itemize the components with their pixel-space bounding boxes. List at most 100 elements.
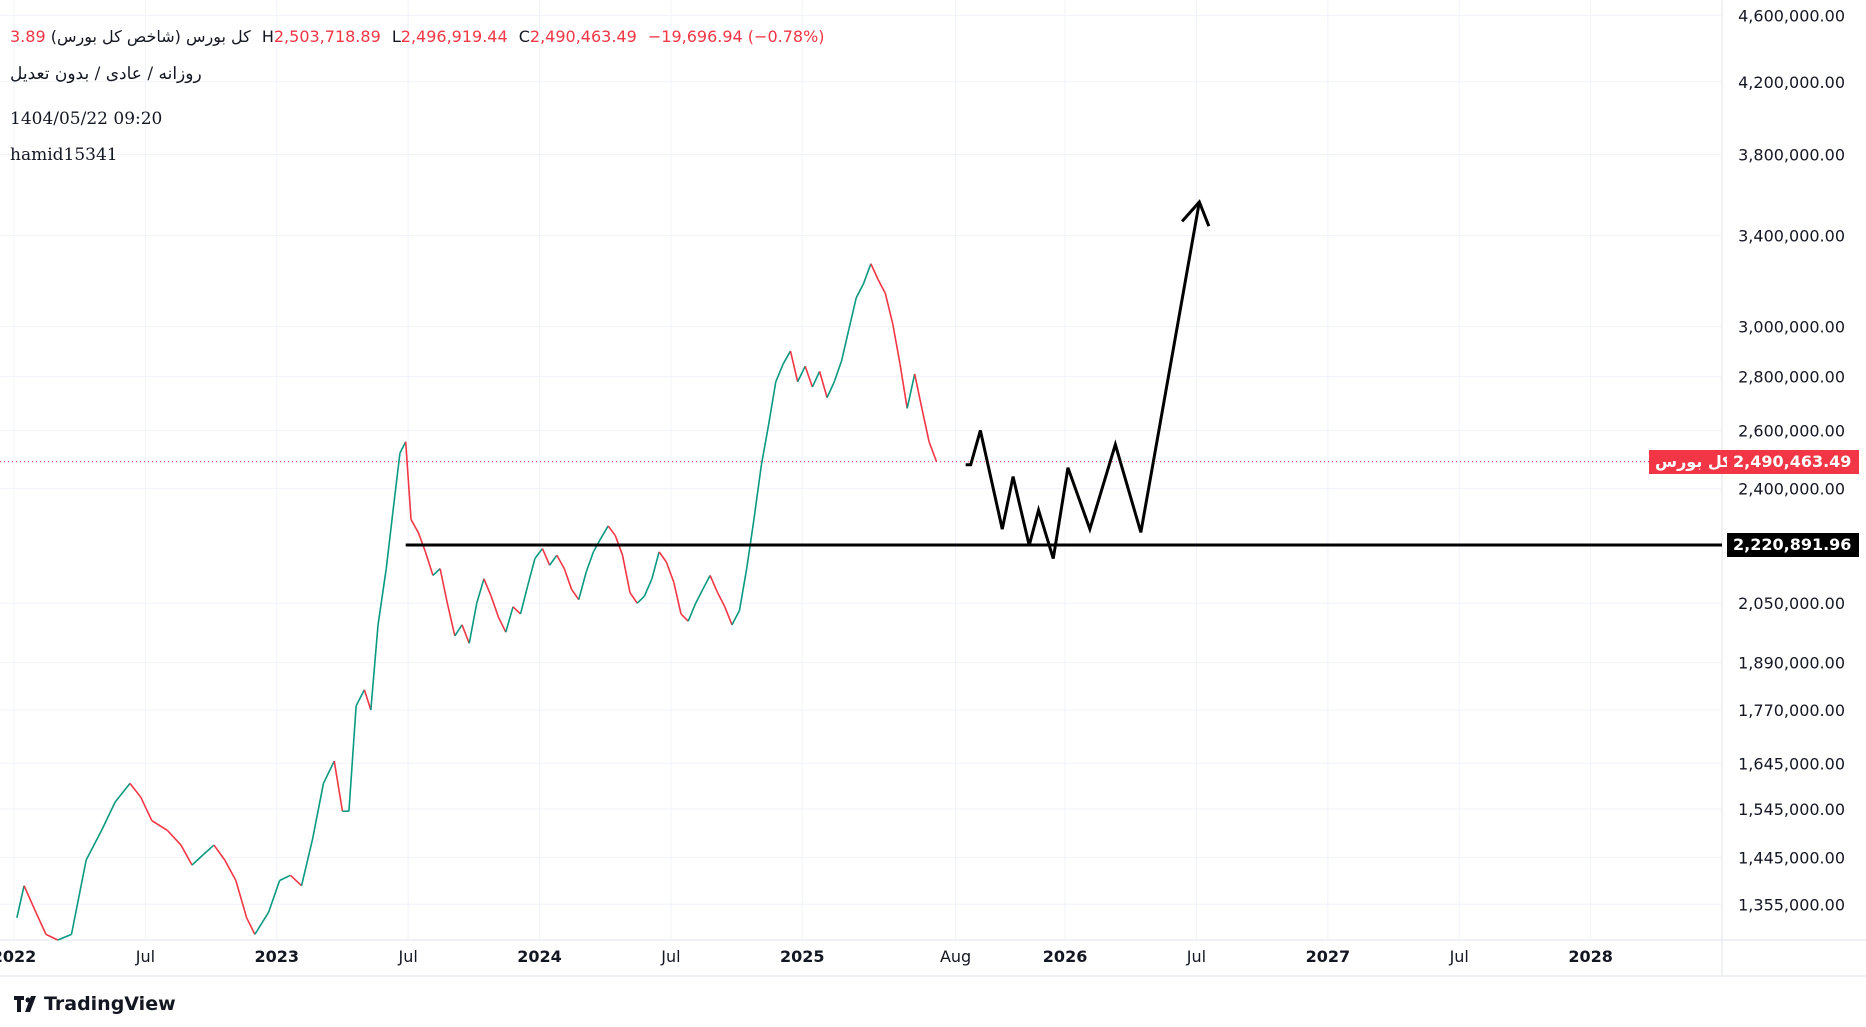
price-segment (534, 548, 544, 560)
price-segment (497, 617, 507, 633)
y-tick-label: 1,890,000.00 (1738, 653, 1845, 672)
symbol-title: کل بورس (شاخص کل بورس) (50, 27, 251, 46)
price-segment (70, 859, 87, 935)
y-tick-label: 1,355,000.00 (1738, 895, 1845, 914)
price-segment (213, 844, 226, 861)
projection-zigzag (965, 201, 1201, 559)
y-tick-label: 4,600,000.00 (1738, 7, 1845, 26)
high-value: 2,503,718.89 (273, 27, 381, 46)
price-segment (548, 554, 558, 566)
x-tick-label: 2028 (1568, 947, 1613, 966)
y-tick-label: 1,545,000.00 (1738, 800, 1845, 819)
price-segment (355, 689, 366, 707)
logo-text: TradingView (44, 993, 176, 1015)
price-segment (665, 561, 675, 583)
time-axis[interactable]: 2022 Jul 2023 Jul 2024 Jul 2025 Aug 2026 Jul 2027 J… (0, 947, 1613, 966)
price-segment (921, 408, 930, 442)
price-segment (439, 568, 449, 604)
tradingview-logo[interactable]: TradingView (14, 993, 176, 1015)
author-label: hamid15341 (10, 145, 118, 165)
price-segment (694, 588, 704, 604)
price-segment (461, 624, 470, 644)
price-segment (85, 829, 103, 861)
x-tick-label: Aug (940, 947, 971, 966)
price-segment (483, 578, 492, 597)
price-segment (140, 796, 153, 822)
price-segment (862, 263, 872, 285)
price-segment (607, 525, 616, 537)
price-segment (906, 373, 916, 409)
projection-path (965, 199, 1211, 559)
price-segment (166, 829, 182, 846)
x-tick-label: 2024 (517, 947, 562, 966)
price-segment (782, 350, 792, 365)
y-tick-label: 2,050,000.00 (1738, 594, 1845, 613)
price-segment (855, 283, 865, 299)
price-segment (738, 568, 748, 611)
price-segment (348, 705, 357, 812)
y-tick-label: 3,400,000.00 (1738, 226, 1845, 245)
price-segment (570, 588, 580, 601)
y-tick-label: 2,600,000.00 (1738, 421, 1845, 440)
price-segment (811, 371, 821, 388)
price-segment (826, 381, 836, 398)
price-segment (235, 880, 248, 919)
price-segment (391, 453, 401, 514)
x-tick-label: Jul (397, 947, 417, 966)
price-segment (505, 606, 514, 633)
x-tick-label: Jul (1449, 947, 1469, 966)
price-segment (775, 363, 785, 383)
price-segment (716, 592, 726, 608)
price-segment (884, 293, 894, 325)
price-segment (385, 513, 394, 569)
tradingview-icon (14, 996, 36, 1012)
price-series (0, 263, 1722, 941)
x-tick-label: 2022 (0, 947, 36, 966)
price-segment (673, 582, 682, 615)
price-segment (877, 279, 886, 294)
price-axis[interactable]: 4,600,000.00 4,200,000.00 3,800,000.00 3,40… (1738, 7, 1845, 915)
x-tick-label: 2026 (1043, 947, 1088, 966)
price-segment (114, 782, 131, 803)
price-name-tag[interactable]: کل بورس (1649, 449, 1738, 474)
y-tick-label: 1,445,000.00 (1738, 849, 1845, 868)
price-segment (363, 689, 372, 711)
price-segment (796, 365, 806, 383)
price-segment (519, 585, 529, 615)
price-segment (432, 568, 441, 576)
price-segment (636, 595, 645, 604)
price-segment (180, 844, 193, 866)
x-tick-label: 2025 (780, 947, 825, 966)
price-segment (16, 885, 25, 918)
level-value-tag[interactable]: 2,220,891.96 (1727, 533, 1859, 558)
price-segment (928, 441, 938, 463)
y-tick-label: 2,400,000.00 (1738, 480, 1845, 499)
x-tick-label: 2027 (1306, 947, 1351, 966)
price-segment (840, 328, 850, 362)
price-segment (35, 912, 47, 935)
price-segment (563, 568, 573, 590)
price-segment (267, 880, 281, 913)
ohlc-readout: کل بورس (شاخص کل بورس) 3.89 H2,503,718.8… (10, 27, 825, 46)
price-segment (658, 551, 667, 563)
price-segment (224, 859, 237, 881)
y-tick-label: 2,800,000.00 (1738, 368, 1845, 387)
price-segment (399, 441, 407, 454)
price-segment (753, 464, 763, 520)
price-segment (709, 575, 719, 593)
price-segment (702, 575, 711, 590)
price-segment (891, 323, 901, 364)
low-value: 2,496,919.44 (400, 27, 508, 46)
price-segment (899, 363, 908, 409)
price-segment (322, 760, 335, 784)
x-tick-label: Jul (135, 947, 155, 966)
price-segment (311, 783, 325, 841)
price-value-tag[interactable]: 2,490,463.49 (1727, 449, 1859, 474)
price-segment (245, 917, 256, 935)
datetime-label: 1404/05/22 09:20 (10, 109, 163, 129)
price-segment (621, 555, 631, 593)
price-segment (651, 551, 660, 580)
price-segment (475, 578, 485, 604)
high-key: H (261, 27, 274, 46)
